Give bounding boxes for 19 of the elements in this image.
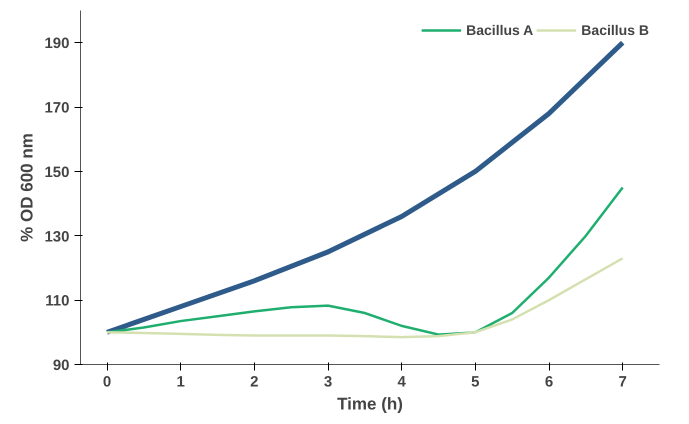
y-tick-label: 90 <box>52 357 70 374</box>
y-tick-label: 150 <box>44 164 70 181</box>
x-tick-label: 3 <box>324 374 332 390</box>
legend-label: Bacillus B <box>581 22 649 38</box>
x-tick-label: 4 <box>398 374 407 390</box>
y-axis-title: % OD 600 nm <box>17 133 36 242</box>
x-axis-title: Time (h) <box>337 394 403 414</box>
line-series <box>106 257 624 338</box>
x-tick-label: 7 <box>618 374 627 390</box>
x-tick-label: 1 <box>176 374 185 390</box>
y-tick-label: 130 <box>44 228 70 246</box>
x-tick-label: 0 <box>102 374 112 390</box>
legend-label: Bacillus A <box>466 22 534 38</box>
y-tick-label: 190 <box>44 35 70 52</box>
y-tick-label: 110 <box>45 292 70 310</box>
x-tick-label: 5 <box>471 374 480 390</box>
x-tick-label: 6 <box>544 374 554 390</box>
x-tick-label: 2 <box>250 374 259 390</box>
y-tick-label: 170 <box>44 100 70 117</box>
